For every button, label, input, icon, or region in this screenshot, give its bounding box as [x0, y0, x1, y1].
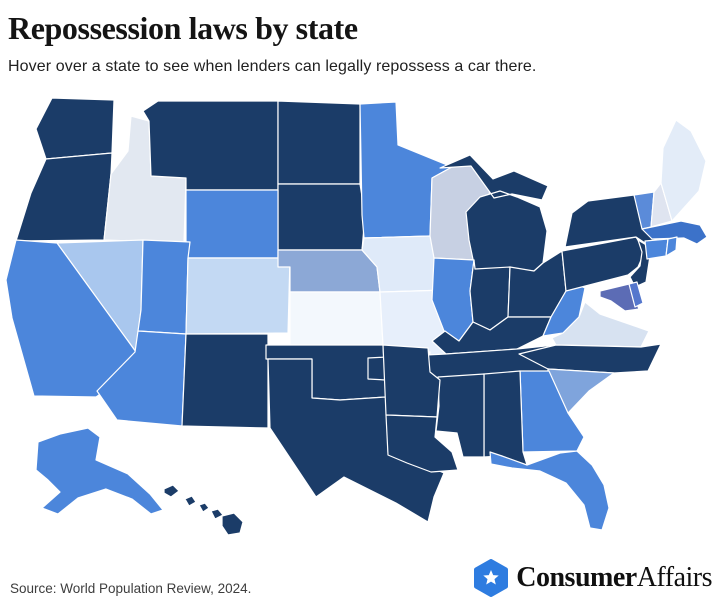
- consumeraffairs-logo: ConsumerAffairs: [473, 559, 713, 597]
- state-washington[interactable]: Washington: [35, 97, 115, 160]
- state-louisiana[interactable]: Louisiana: [385, 414, 459, 473]
- brand-affairs: Affairs: [636, 562, 713, 593]
- us-choropleth-map: Washington Oregon Idaho Montana North Da…: [5, 97, 708, 536]
- state-montana[interactable]: Montana: [142, 100, 279, 191]
- state-kansas[interactable]: Kansas: [289, 291, 384, 346]
- state-connecticut[interactable]: Connecticut: [644, 238, 669, 260]
- state-hawaii[interactable]: Hawaii: [163, 484, 244, 536]
- state-michigan[interactable]: Michigan: [439, 154, 549, 272]
- state-california[interactable]: California: [5, 239, 137, 398]
- state-north-dakota[interactable]: North Dakota: [277, 100, 361, 185]
- state-utah[interactable]: Utah: [137, 239, 191, 335]
- state-florida[interactable]: Florida: [489, 450, 610, 531]
- state-colorado[interactable]: Colorado: [185, 257, 291, 335]
- state-wyoming[interactable]: Wyoming: [185, 189, 279, 259]
- page-title: Repossession laws by state: [8, 10, 358, 46]
- state-south-dakota[interactable]: South Dakota: [277, 183, 366, 251]
- state-nebraska[interactable]: Nebraska: [277, 249, 381, 293]
- state-maine[interactable]: Maine: [660, 119, 707, 222]
- state-delaware[interactable]: Delaware: [628, 281, 644, 308]
- brand-consumer: Consumer: [516, 562, 637, 593]
- state-virginia[interactable]: Virginia: [551, 301, 650, 348]
- state-massachusetts[interactable]: Massachusetts: [641, 220, 708, 245]
- source-attribution: Source: World Population Review, 2024.: [10, 581, 252, 596]
- us-map-container: Washington Oregon Idaho Montana North Da…: [0, 88, 720, 558]
- star-hexagon-icon: [474, 559, 509, 597]
- page-subtitle: Hover over a state to see when lenders c…: [8, 58, 537, 75]
- state-oregon[interactable]: Oregon: [15, 152, 113, 242]
- state-rhode-island[interactable]: Rhode Island: [665, 236, 678, 257]
- consumeraffairs-wordmark: ConsumerAffairs: [516, 562, 712, 594]
- state-mississippi[interactable]: Mississippi: [435, 373, 485, 458]
- state-new-mexico[interactable]: New Mexico: [181, 333, 269, 429]
- state-alaska[interactable]: Alaska: [35, 427, 164, 515]
- star-icon: [483, 570, 499, 585]
